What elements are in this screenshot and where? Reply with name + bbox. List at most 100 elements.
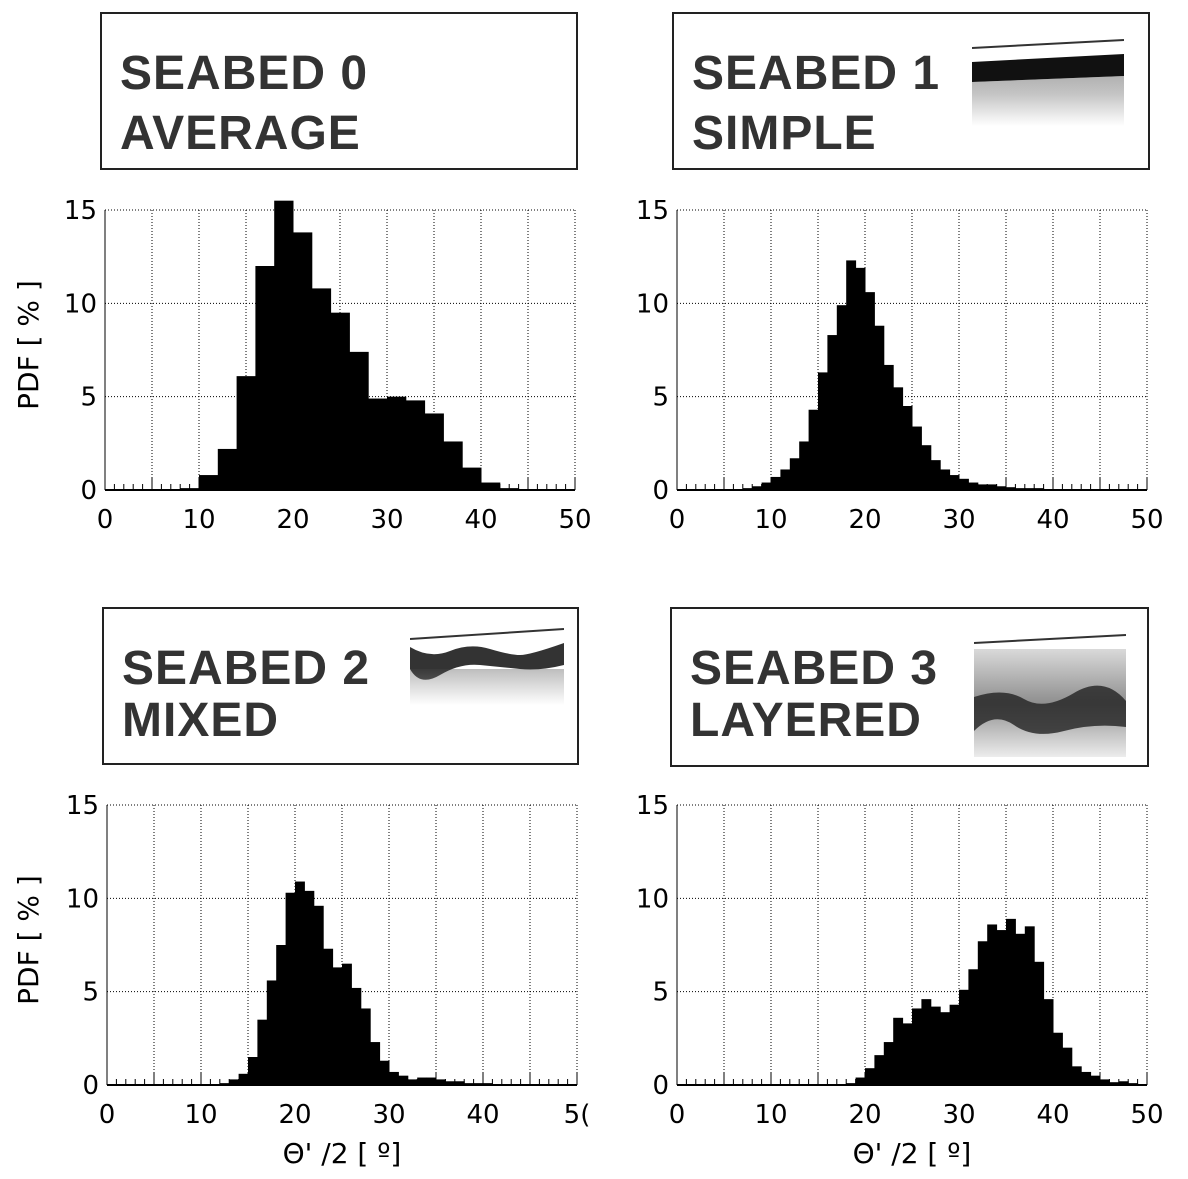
y-tick-label: 5 — [652, 383, 669, 413]
x-tick-label: 20 — [848, 1100, 881, 1130]
y-tick-label: 0 — [80, 476, 97, 506]
histogram-bar — [968, 482, 979, 490]
histogram-bar — [370, 1042, 381, 1085]
x-tick-label: 40 — [466, 1100, 499, 1130]
x-tick-label: 30 — [942, 505, 975, 535]
panel-3-title-box: SEABED 3 LAYERED — [670, 607, 1149, 767]
histogram-bar — [902, 1023, 913, 1085]
histogram-bar — [874, 1055, 885, 1085]
histogram-bar — [407, 1079, 418, 1085]
histogram-bar — [462, 467, 482, 490]
x-tick-label: 0 — [99, 1100, 116, 1130]
y-tick-label: 5 — [652, 978, 669, 1008]
histogram-bar — [1034, 961, 1045, 1085]
histogram-bar — [761, 482, 772, 490]
x-tick-label: 50 — [1130, 1100, 1163, 1130]
x-tick-label: 30 — [942, 1100, 975, 1130]
histogram-bar — [1062, 1047, 1073, 1085]
y-axis-label: PDF [ % ] — [12, 875, 45, 1005]
seabed-echogram-thumbnail — [974, 627, 1126, 757]
histogram-bar — [199, 475, 219, 490]
y-tick-label: 0 — [82, 1071, 99, 1101]
histogram-bar — [930, 460, 941, 490]
histogram-bar — [1024, 926, 1035, 1085]
seabed-echogram-thumbnail — [410, 625, 564, 705]
histogram-bar — [996, 930, 1007, 1085]
histogram-bar — [1090, 1075, 1101, 1085]
histogram-bar — [238, 1073, 249, 1085]
histogram-bar — [323, 948, 334, 1085]
histogram-bar — [342, 963, 352, 1085]
histogram-bar — [443, 441, 463, 490]
histogram-bar — [836, 305, 847, 490]
histogram-bar — [248, 1057, 258, 1085]
histogram-bar — [752, 486, 763, 490]
histogram-bar — [1081, 1071, 1092, 1085]
y-tick-label: 15 — [64, 196, 97, 226]
histogram-bar — [921, 445, 932, 490]
x-tick-label: 20 — [278, 1100, 311, 1130]
histogram-bar — [330, 312, 350, 490]
histogram-bar — [1100, 1079, 1110, 1085]
panel-2-title-box: SEABED 2 MIXED — [102, 607, 579, 765]
histogram-bar — [349, 351, 369, 490]
x-tick-label: 10 — [754, 1100, 787, 1130]
x-tick-label: 20 — [848, 505, 881, 535]
histogram-bar — [987, 924, 998, 1085]
histogram-bar — [1071, 1066, 1082, 1085]
x-tick-label: 40 — [1036, 1100, 1069, 1130]
histogram-bar — [930, 1006, 941, 1085]
histogram-bar — [940, 1012, 951, 1085]
x-tick-label: 50 — [558, 505, 591, 535]
seabed-echogram-thumbnail — [972, 36, 1124, 126]
x-tick-label: 40 — [1036, 505, 1069, 535]
histogram-bar — [332, 967, 343, 1085]
histogram-bar — [921, 999, 932, 1085]
histogram-bar — [398, 1075, 409, 1085]
x-tick-label: 10 — [184, 1100, 217, 1130]
panel-3-title-line1: SEABED 3 — [690, 642, 939, 695]
histogram-bar — [959, 989, 969, 1085]
histogram-bar — [360, 1008, 371, 1085]
histogram-bar — [311, 288, 332, 490]
histogram-bar — [1006, 487, 1016, 490]
histogram-bar — [874, 325, 885, 490]
panel-3-title-line2: LAYERED — [690, 694, 922, 747]
y-tick-label: 0 — [652, 1071, 669, 1101]
x-tick-label: 30 — [372, 1100, 405, 1130]
histogram-bar — [827, 335, 838, 490]
y-tick-label: 5 — [80, 383, 97, 413]
panel-1-title-line1: SEABED 1 — [692, 47, 941, 100]
histogram-bar — [1109, 1082, 1120, 1085]
histogram-bar — [1015, 933, 1026, 1085]
histogram-bar — [893, 1017, 904, 1085]
histogram-bar — [295, 881, 305, 1085]
histogram-bar — [846, 260, 857, 490]
histogram-bar — [780, 469, 791, 490]
histogram-bar — [454, 1081, 465, 1085]
histogram-bar — [799, 441, 810, 490]
histogram-bar — [445, 1081, 456, 1085]
histogram-bar — [1053, 1032, 1063, 1085]
histogram-bar — [387, 396, 407, 490]
panel-2-title-line2: MIXED — [122, 694, 280, 747]
histogram-bar — [883, 364, 894, 490]
x-tick-label: 40 — [464, 505, 497, 535]
histogram-bar — [436, 1079, 446, 1085]
y-tick-label: 15 — [636, 196, 669, 226]
histogram-bar — [1006, 918, 1016, 1085]
histogram-bar — [940, 469, 951, 490]
histogram-bar — [351, 987, 362, 1085]
y-tick-label: 15 — [66, 791, 99, 821]
histogram-bar — [865, 292, 875, 490]
histogram-bar — [229, 1079, 240, 1085]
x-tick-label: 10 — [182, 505, 215, 535]
histogram-bar — [968, 969, 979, 1085]
histogram-bar — [274, 200, 294, 490]
x-tick-label: 50 — [1130, 505, 1163, 535]
panel-1-title-box: SEABED 1 SIMPLE — [672, 12, 1150, 170]
x-tick-label: 0 — [97, 505, 114, 535]
y-tick-label: 0 — [652, 476, 669, 506]
histogram-bar — [304, 890, 315, 1085]
